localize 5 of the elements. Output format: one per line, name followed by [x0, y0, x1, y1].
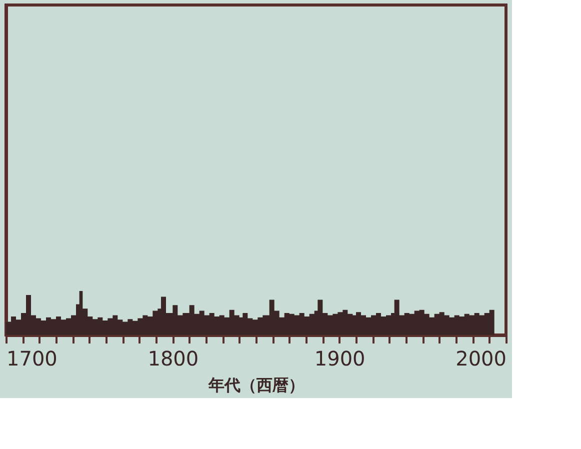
x-tick-label: 1800 [148, 346, 199, 370]
x-tick-label: 2000 [456, 346, 506, 370]
x-axis-title: 年代（西暦） [208, 376, 304, 394]
x-tick-label: 1900 [314, 346, 366, 370]
x-tick-label: 1700 [6, 346, 58, 370]
